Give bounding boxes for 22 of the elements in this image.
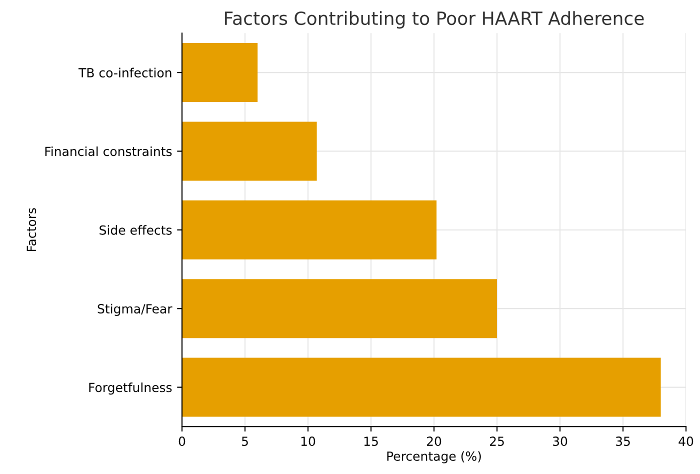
x-tick-label: 30 xyxy=(553,436,568,446)
bar xyxy=(182,200,437,260)
bar xyxy=(182,279,497,338)
y-tick-label: Forgetfulness xyxy=(89,382,172,395)
x-tick-label: 5 xyxy=(242,436,248,446)
x-tick-label: 10 xyxy=(301,436,316,446)
x-tick-label: 0 xyxy=(178,436,186,446)
y-tick-label: Side effects xyxy=(100,225,172,235)
x-tick-label: 25 xyxy=(490,436,504,446)
y-tick-label: Stigma/Fear xyxy=(98,304,172,316)
x-tick-label: 20 xyxy=(426,436,442,446)
x-tick-label: 40 xyxy=(678,436,694,446)
y-tick-label: TB co-infection xyxy=(78,68,172,78)
x-tick-label: 15 xyxy=(364,436,378,446)
y-axis-title: Factors xyxy=(26,208,36,252)
bar xyxy=(182,43,258,102)
y-tick-label: Financial constraints xyxy=(45,146,172,156)
chart-title: Factors Contributing to Poor HAART Adherence xyxy=(225,11,644,29)
bar xyxy=(182,358,661,417)
x-axis-title: Percentage (%) xyxy=(387,451,481,464)
bar xyxy=(182,122,317,181)
x-tick-label: 35 xyxy=(616,436,630,446)
